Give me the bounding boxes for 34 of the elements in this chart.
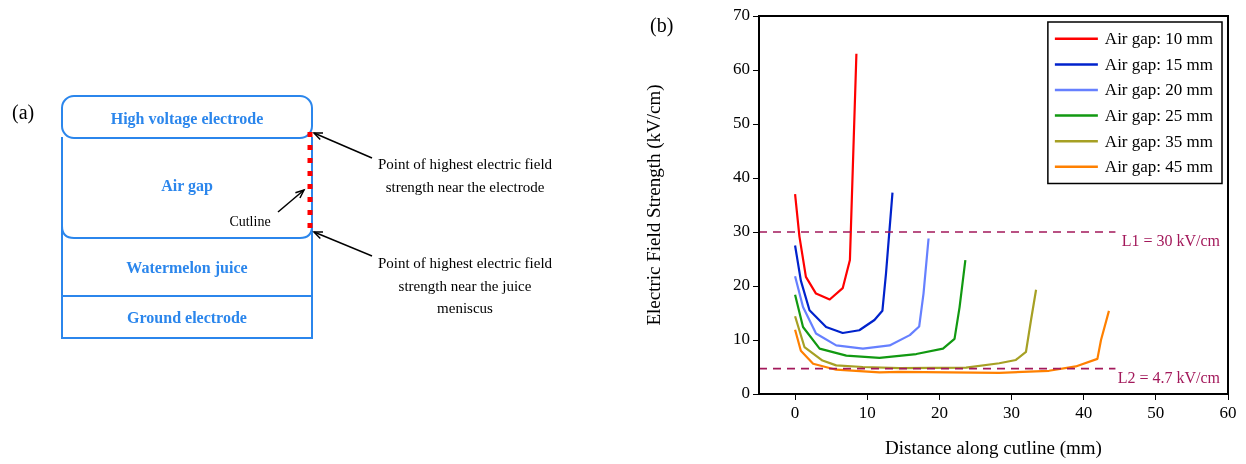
y-axis-title: Electric Field Strength (kV/cm) xyxy=(643,84,666,326)
y-tick-label: 20 xyxy=(733,275,750,295)
x-axis-title: Distance along cutline (mm) xyxy=(885,436,1102,459)
legend-label: Air gap: 25 mm xyxy=(1104,106,1214,126)
y-tick-label: 40 xyxy=(733,167,750,187)
x-tick-label: 30 xyxy=(1003,402,1021,422)
ref-line-label: L1 = 30 kV/cm xyxy=(1121,232,1221,250)
ref-line-label: L2 = 4.7 kV/cm xyxy=(1117,368,1221,386)
text: High voltage electrode xyxy=(110,110,264,128)
y-tick-label: 0 xyxy=(741,383,750,403)
y-tick-label: 10 xyxy=(733,329,750,349)
x-tick-label: 60 xyxy=(1219,402,1237,422)
text: (a) xyxy=(12,101,35,124)
legend-label: Air gap: 45 mm xyxy=(1104,157,1214,177)
legend-label: Air gap: 35 mm xyxy=(1104,131,1214,151)
text: Point of highest electric field strength near the electrode xyxy=(377,156,553,195)
x-tick-label: 0 xyxy=(790,402,800,422)
text: Air gap xyxy=(161,177,213,195)
x-tick-label: 20 xyxy=(930,402,948,422)
legend-label: Air gap: 10 mm xyxy=(1104,29,1214,49)
y-tick-label: 70 xyxy=(733,5,750,25)
text: Watermelon juice xyxy=(126,259,248,277)
text: Ground electrode xyxy=(127,309,247,326)
x-tick-label: 40 xyxy=(1075,402,1093,422)
y-tick-label: 30 xyxy=(733,221,750,241)
legend-label: Air gap: 20 mm xyxy=(1104,80,1214,100)
chart-title: (b) xyxy=(650,14,674,37)
x-tick-label: 50 xyxy=(1147,402,1165,422)
text: Point of highest electric field strength near the juice meniscus xyxy=(377,255,553,316)
x-tick-label: 10 xyxy=(858,402,876,422)
y-tick-label: 50 xyxy=(733,113,750,133)
text: Cutline xyxy=(229,214,271,229)
legend-label: Air gap: 15 mm xyxy=(1104,54,1214,74)
y-tick-label: 60 xyxy=(733,59,750,79)
